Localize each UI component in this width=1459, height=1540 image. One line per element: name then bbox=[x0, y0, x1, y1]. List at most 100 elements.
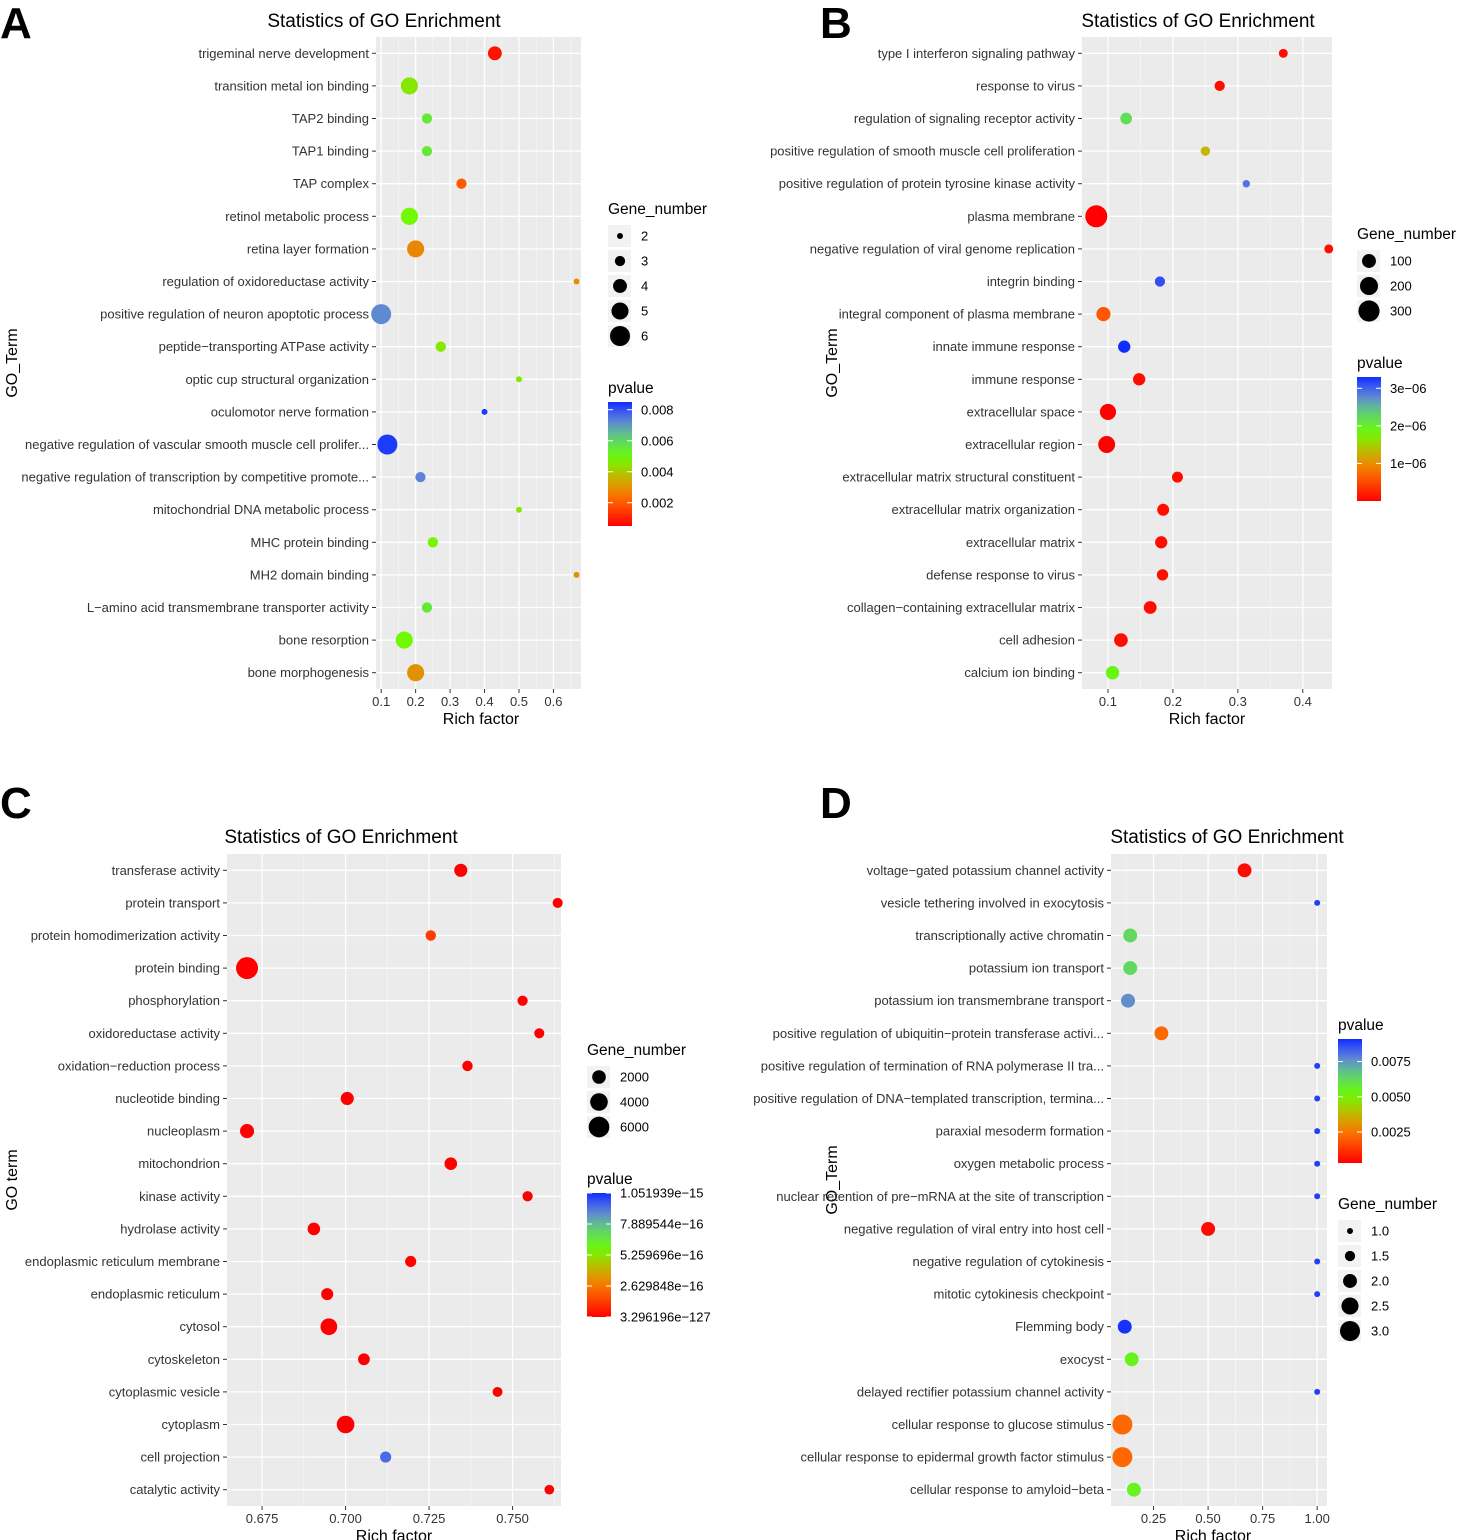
y-tick-label: retina layer formation bbox=[247, 241, 369, 256]
y-tick-label: oculomotor nerve formation bbox=[211, 404, 369, 419]
y-tick-label: retinol metabolic process bbox=[225, 209, 369, 224]
y-tick-label: protein binding bbox=[135, 961, 220, 976]
data-point bbox=[1123, 928, 1138, 943]
data-point bbox=[1112, 1447, 1133, 1468]
x-tick-label: 1.00 bbox=[1305, 1511, 1330, 1526]
size-legend-label: 2 bbox=[641, 229, 648, 244]
y-tick-label: cell adhesion bbox=[999, 633, 1075, 648]
data-point bbox=[1314, 1291, 1321, 1298]
x-tick-label: 0.725 bbox=[413, 1511, 446, 1526]
y-tick-label: defense response to virus bbox=[926, 567, 1075, 582]
data-point bbox=[1157, 503, 1170, 516]
y-tick-label: extracellular matrix bbox=[966, 535, 1076, 550]
y-tick-label: calcium ion binding bbox=[964, 665, 1075, 680]
data-point bbox=[1324, 244, 1334, 254]
chart-title: Statistics of GO Enrichment bbox=[224, 827, 458, 848]
data-point bbox=[1314, 1160, 1321, 1167]
y-tick-label: cytoskeleton bbox=[148, 1352, 220, 1367]
color-legend-label: 2e−06 bbox=[1390, 418, 1427, 433]
data-point bbox=[492, 1386, 503, 1397]
y-tick-label: nucleotide binding bbox=[115, 1091, 220, 1106]
y-tick-label: TAP2 binding bbox=[292, 111, 369, 126]
data-point bbox=[573, 278, 580, 285]
y-tick-label: protein homodimerization activity bbox=[31, 928, 221, 943]
data-point bbox=[517, 995, 528, 1006]
panel-label: B bbox=[820, 0, 852, 48]
data-point bbox=[321, 1288, 334, 1301]
y-tick-label: oxygen metabolic process bbox=[954, 1156, 1105, 1171]
x-tick-label: 0.50 bbox=[1195, 1511, 1220, 1526]
y-tick-label: optic cup structural organization bbox=[185, 372, 369, 387]
size-legend-dot bbox=[1347, 1228, 1353, 1234]
size-legend-dot bbox=[588, 1116, 610, 1138]
color-legend-label: 0.008 bbox=[641, 402, 674, 417]
data-point bbox=[1132, 373, 1146, 386]
size-legend-label: 3 bbox=[641, 254, 648, 269]
y-tick-label: type I interferon signaling pathway bbox=[878, 46, 1076, 61]
data-point bbox=[236, 957, 259, 980]
y-tick-label: positive regulation of protein tyrosine … bbox=[779, 176, 1076, 191]
size-legend-title: Gene_number bbox=[608, 201, 707, 218]
y-tick-label: bone morphogenesis bbox=[248, 665, 370, 680]
data-point bbox=[427, 537, 438, 548]
color-legend-label: 5.259696e−16 bbox=[620, 1248, 704, 1263]
x-axis-label: Rich factor bbox=[356, 1528, 433, 1540]
color-legend-label: 0.0050 bbox=[1371, 1089, 1411, 1104]
y-tick-label: exocyst bbox=[1060, 1352, 1104, 1367]
y-tick-label: phosphorylation bbox=[128, 993, 220, 1008]
data-point bbox=[1105, 665, 1120, 680]
color-legend-label: 0.0075 bbox=[1371, 1054, 1411, 1069]
plot-background bbox=[227, 854, 561, 1506]
panel-c: C Statistics of GO Enrichment 0.675 0.700 0.… bbox=[0, 779, 711, 1540]
y-tick-label: mitotic cytokinesis checkpoint bbox=[933, 1287, 1104, 1302]
data-point bbox=[444, 1157, 458, 1171]
panel-a: A Statistics of GO Enrichment 0.1 0.2 0.3 0.4… bbox=[0, 0, 707, 728]
panel-label: C bbox=[0, 779, 32, 828]
data-point bbox=[487, 46, 502, 61]
y-tick-label: trigeminal nerve development bbox=[198, 46, 369, 61]
y-tick-label: cytosol bbox=[180, 1319, 221, 1334]
data-point bbox=[415, 471, 426, 483]
size-legend-dot bbox=[614, 255, 626, 267]
y-tick-label: cell projection bbox=[141, 1450, 221, 1465]
data-point bbox=[1098, 436, 1116, 453]
data-point bbox=[380, 1451, 392, 1463]
color-legend-label: 0.006 bbox=[641, 433, 674, 448]
y-tick-label: potassium ion transport bbox=[969, 961, 1105, 976]
y-tick-label: paraxial mesoderm formation bbox=[936, 1124, 1104, 1139]
y-tick-label: nucleoplasm bbox=[147, 1124, 220, 1139]
y-tick-label: mitochondrial DNA metabolic process bbox=[153, 502, 370, 517]
y-tick-label: extracellular matrix organization bbox=[891, 502, 1075, 517]
y-tick-label: delayed rectifier potassium channel acti… bbox=[857, 1384, 1105, 1399]
data-point bbox=[552, 897, 563, 908]
x-tick-label: 0.4 bbox=[475, 694, 493, 709]
data-point bbox=[481, 408, 488, 415]
color-legend-label: 0.004 bbox=[641, 464, 674, 479]
x-tick-label: 0.25 bbox=[1141, 1511, 1166, 1526]
data-point bbox=[1117, 1319, 1132, 1334]
x-tick-label: 0.3 bbox=[441, 694, 459, 709]
y-tick-label: L−amino acid transmembrane transporter a… bbox=[87, 600, 370, 615]
color-bar bbox=[1338, 1039, 1362, 1163]
chart-title: Statistics of GO Enrichment bbox=[1081, 11, 1315, 32]
y-tick-label: plasma membrane bbox=[967, 209, 1075, 224]
x-tick-label: 0.2 bbox=[407, 694, 425, 709]
color-bar bbox=[1357, 377, 1381, 501]
data-point bbox=[544, 1484, 555, 1495]
data-point bbox=[1278, 48, 1288, 58]
data-point bbox=[371, 304, 392, 325]
size-legend-label: 1.5 bbox=[1371, 1249, 1389, 1264]
data-point bbox=[1200, 146, 1211, 156]
data-point bbox=[407, 664, 425, 682]
size-legend-label: 4 bbox=[641, 279, 648, 294]
panel-b: B Statistics of GO Enrichment 0.1 0.2 0.3 0.4… bbox=[770, 0, 1456, 728]
data-point bbox=[435, 341, 446, 352]
y-tick-label: hydrolase activity bbox=[120, 1221, 220, 1236]
data-point bbox=[307, 1222, 321, 1236]
size-legend-dot bbox=[1362, 254, 1376, 268]
y-tick-label: positive regulation of ubiquitin−protein… bbox=[773, 1026, 1104, 1041]
data-point bbox=[1314, 1258, 1321, 1265]
color-legend-label: 0.0025 bbox=[1371, 1125, 1411, 1140]
data-point bbox=[1096, 307, 1111, 322]
y-tick-label: transcriptionally active chromatin bbox=[915, 928, 1104, 943]
